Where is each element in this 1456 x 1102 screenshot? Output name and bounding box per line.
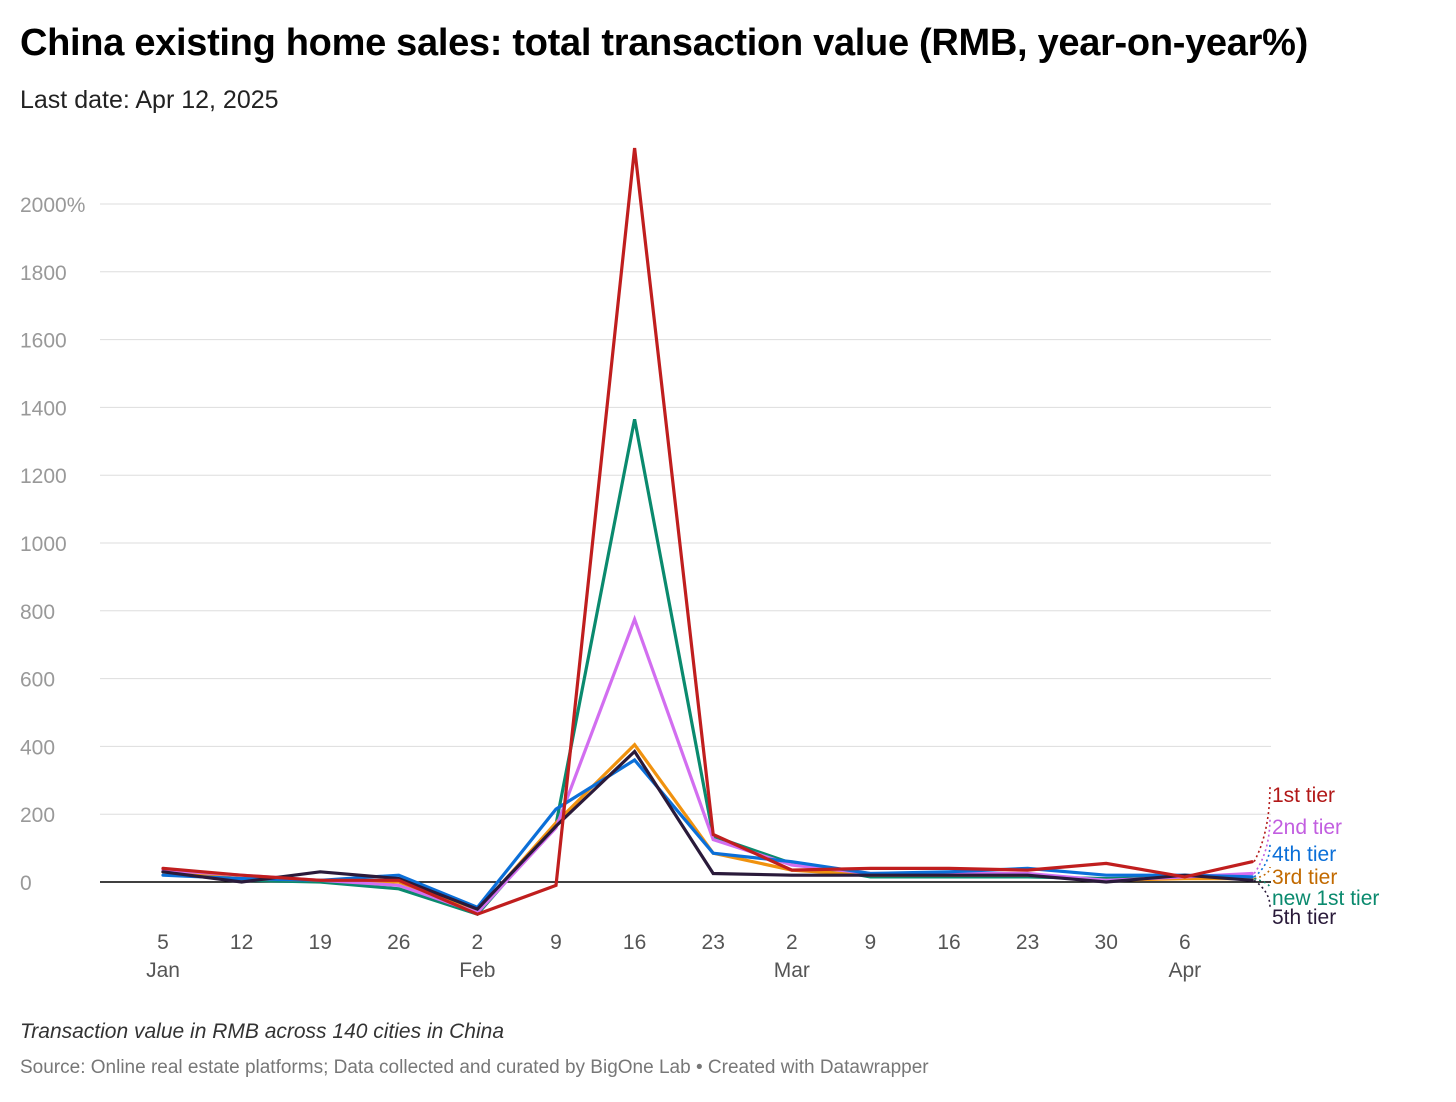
y-tick-label: 800: [20, 601, 55, 624]
y-tick-label: 1600: [20, 330, 67, 353]
source-text: Source: Online real estate platforms; Da…: [20, 1057, 691, 1078]
series-line-new-1st-tier: [161, 418, 1254, 917]
x-tick-label: 23: [1016, 931, 1039, 954]
x-tick-label: 9: [865, 931, 877, 954]
series-label: 5th tier: [1272, 906, 1336, 929]
y-tick-label: 1400: [20, 397, 67, 420]
label-connector: [1253, 784, 1271, 863]
x-month-label: Feb: [459, 959, 495, 982]
y-tick-label: 400: [20, 736, 55, 759]
x-month-label: Mar: [774, 959, 810, 982]
x-month-label: Jan: [146, 959, 180, 982]
series-label: 3rd tier: [1272, 866, 1337, 889]
x-tick-label: 6: [1179, 931, 1191, 954]
x-tick-label: 19: [309, 931, 332, 954]
chart-title: China existing home sales: total transac…: [20, 22, 1308, 64]
y-tick-label: 1800: [20, 262, 67, 285]
x-tick-label: 26: [387, 931, 410, 954]
chart-source: Source: Online real estate platforms; Da…: [20, 1057, 929, 1079]
credit-text[interactable]: Created with Datawrapper: [707, 1057, 929, 1078]
y-tick-label: 1200: [20, 465, 67, 488]
y-tick-label: 1000: [20, 533, 67, 556]
label-connector: [1253, 879, 1271, 908]
y-tick-label: 0: [20, 872, 32, 895]
gridlines: [100, 203, 1271, 815]
x-month-label: Apr: [1168, 959, 1201, 982]
series-label: 4th tier: [1272, 843, 1336, 866]
y-tick-label: 200: [20, 804, 55, 827]
series-line-4th-tier: [161, 757, 1254, 910]
line-chart: 0 200 400 600 800 1000 1200 1400 1600 1800 2000% 5…: [20, 147, 1379, 982]
series-label: 1st tier: [1272, 784, 1335, 807]
source-separator: •: [690, 1057, 708, 1078]
series-label: new 1st tier: [1272, 887, 1379, 910]
y-tick-label: 600: [20, 669, 55, 692]
x-tick-label: 16: [623, 931, 646, 954]
x-tick-label: 16: [937, 931, 960, 954]
x-tick-label: 12: [230, 931, 253, 954]
x-tick-label: 5: [157, 931, 169, 954]
label-connector: [1253, 816, 1271, 874]
x-tick-label: 23: [702, 931, 725, 954]
series-line-1st-tier: [161, 147, 1254, 916]
x-tick-label: 2: [472, 931, 484, 954]
chart-notes: Transaction value in RMB across 140 citi…: [20, 1020, 504, 1043]
series-label: 2nd tier: [1272, 816, 1342, 839]
y-tick-label: 2000%: [20, 194, 85, 217]
x-tick-label: 30: [1095, 931, 1118, 954]
x-tick-label: 2: [786, 931, 798, 954]
x-axis-ticks: 5 Jan 12 19 26 2 Feb 9 16 23 2 Mar 9 16 23 30 6 Apr: [146, 931, 1201, 982]
series-lines: [161, 147, 1254, 917]
series-line-5th-tier: [161, 749, 1254, 911]
series-line-2nd-tier: [161, 614, 1254, 915]
y-axis-ticks: 0 200 400 600 800 1000 1200 1400 1600 1800 2000%: [20, 194, 85, 895]
chart-subtitle: Last date: Apr 12, 2025: [20, 86, 279, 114]
x-tick-label: 9: [550, 931, 562, 954]
